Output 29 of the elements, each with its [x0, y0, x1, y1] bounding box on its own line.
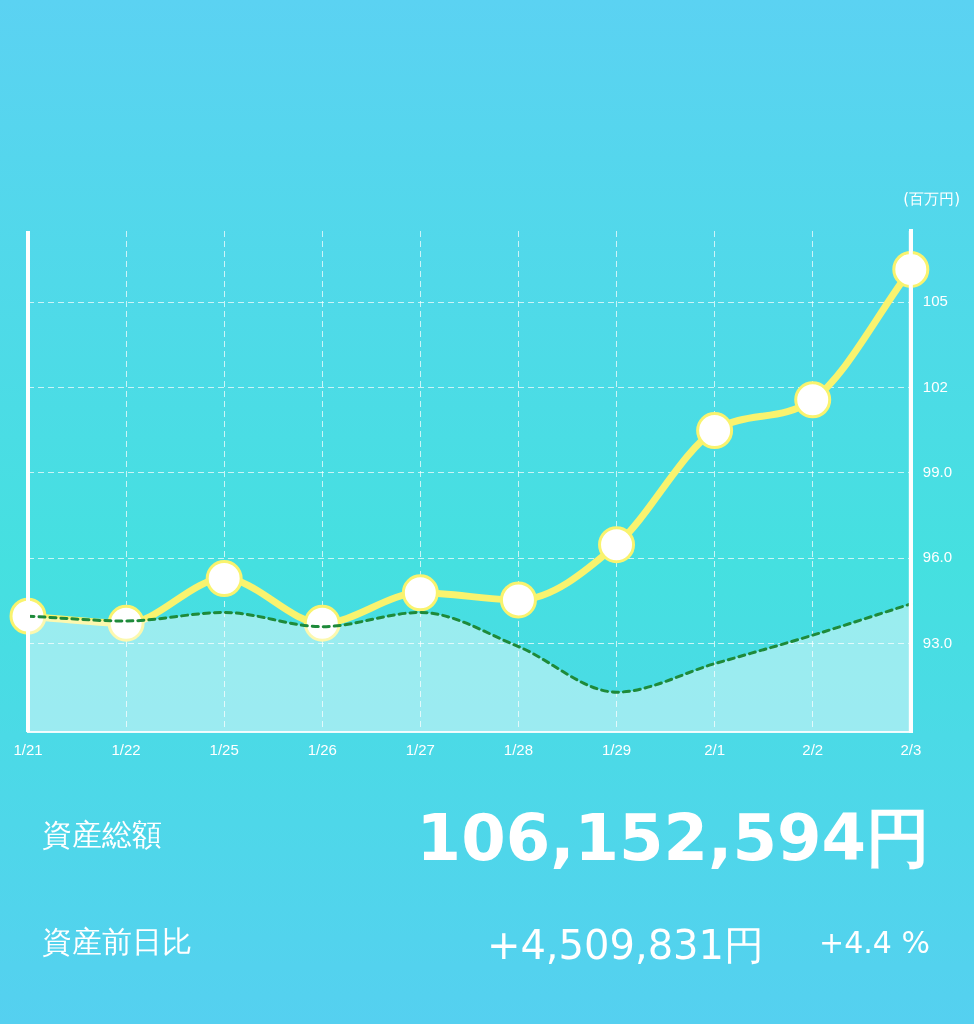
- x-tick-label: 1/25: [209, 741, 239, 759]
- x-tick-label: 2/2: [802, 741, 824, 759]
- x-tick-label: 1/29: [601, 741, 632, 759]
- x-tick-label: 2/3: [900, 741, 922, 759]
- y-tick-label: 105: [922, 292, 948, 310]
- point: [598, 526, 636, 564]
- point: [499, 581, 537, 619]
- text: 資産総額: [42, 816, 162, 854]
- text: +4.4 %: [819, 925, 930, 960]
- text: +4,509,831円: [486, 921, 764, 970]
- x-tick-label: 1/21: [13, 741, 43, 759]
- point: [794, 381, 832, 419]
- y-tick-label: 96.0: [922, 548, 953, 566]
- text: 資産前日比: [42, 923, 192, 961]
- y-tick-label: 99.0: [922, 463, 953, 481]
- y-tick-label: 93.0: [922, 633, 953, 651]
- point: [401, 574, 439, 612]
- x-tick-label: 2/1: [704, 741, 726, 759]
- y-tick-label: 102: [922, 377, 948, 395]
- x-tick-label: 1/26: [307, 741, 337, 759]
- x-tick-label: 1/27: [405, 741, 435, 759]
- point: [107, 604, 145, 642]
- x-tick-label: 1/22: [111, 741, 141, 759]
- y-axis-title: (百万円): [903, 190, 960, 209]
- x-tick-label: 1/28: [503, 741, 534, 759]
- point: [696, 412, 734, 450]
- text: 106,152,594円: [416, 800, 930, 877]
- point: [205, 560, 243, 598]
- point: [303, 604, 341, 642]
